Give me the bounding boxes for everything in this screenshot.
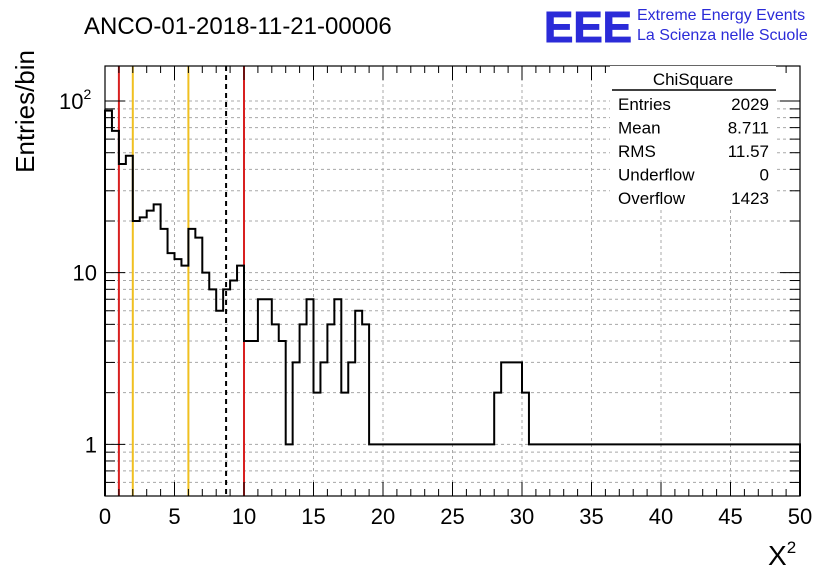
stats-row-label: Underflow xyxy=(618,166,695,185)
chart-title: ANCO-01-2018-11-21-00006 xyxy=(84,13,392,40)
stats-rows: Entries 2029 Mean 8.711 RMS 11.57 Underflow 0 Ov… xyxy=(618,95,769,208)
stats-row-value: 2029 xyxy=(731,95,769,114)
stats-row-label: Entries xyxy=(618,95,671,114)
tick-labels: 0 5 10 15 20 25 30 35 40 45 50 1 10 102 xyxy=(59,86,812,529)
axis-ticks xyxy=(104,66,801,497)
stats-row-value: 1423 xyxy=(731,189,769,208)
histogram-line xyxy=(104,109,801,496)
eee-logo-line2: La Scienza nelle Scuole xyxy=(637,27,808,44)
eee-logo: EEE Extreme Energy Events La Scienza nel… xyxy=(544,3,808,53)
y-axis-label: Entries/bin xyxy=(10,50,40,173)
stats-box-title: ChiSquare xyxy=(653,70,733,89)
stats-row-label: RMS xyxy=(618,142,656,161)
x-tick-label: 10 xyxy=(232,504,256,529)
stats-row-value: 8.711 xyxy=(728,119,769,138)
x-tick-label: 15 xyxy=(301,504,325,529)
x-tick-label: 5 xyxy=(168,504,180,529)
eee-logo-line1: Extreme Energy Events xyxy=(637,7,805,24)
x-tick-label: 0 xyxy=(99,504,111,529)
x-tick-label: 35 xyxy=(579,504,603,529)
stats-row-value: 0 xyxy=(760,166,769,185)
x-tick-label: 50 xyxy=(788,504,812,529)
x-tick-label: 20 xyxy=(371,504,395,529)
x-axis-label-superscript: 2 xyxy=(787,538,796,557)
x-axis-label-main: X xyxy=(768,540,787,571)
stats-row-label: Mean xyxy=(618,119,661,138)
y-tick-label: 1 xyxy=(85,432,97,457)
x-tick-label: 30 xyxy=(510,504,534,529)
x-tick-label: 45 xyxy=(718,504,742,529)
reference-lines xyxy=(117,66,245,496)
x-tick-label: 40 xyxy=(649,504,673,529)
stats-row-value: 11.57 xyxy=(728,142,769,161)
y-tick-label: 102 xyxy=(59,86,91,114)
y-tick-label: 10 xyxy=(73,261,97,286)
stats-row-label: Overflow xyxy=(618,189,686,208)
x-tick-label: 25 xyxy=(440,504,464,529)
x-axis-label: X2 xyxy=(768,538,796,571)
stats-box: ChiSquare Entries 2029 Mean 8.711 RMS 11.57 Un… xyxy=(610,66,776,210)
eee-logo-mark: EEE xyxy=(544,3,632,52)
